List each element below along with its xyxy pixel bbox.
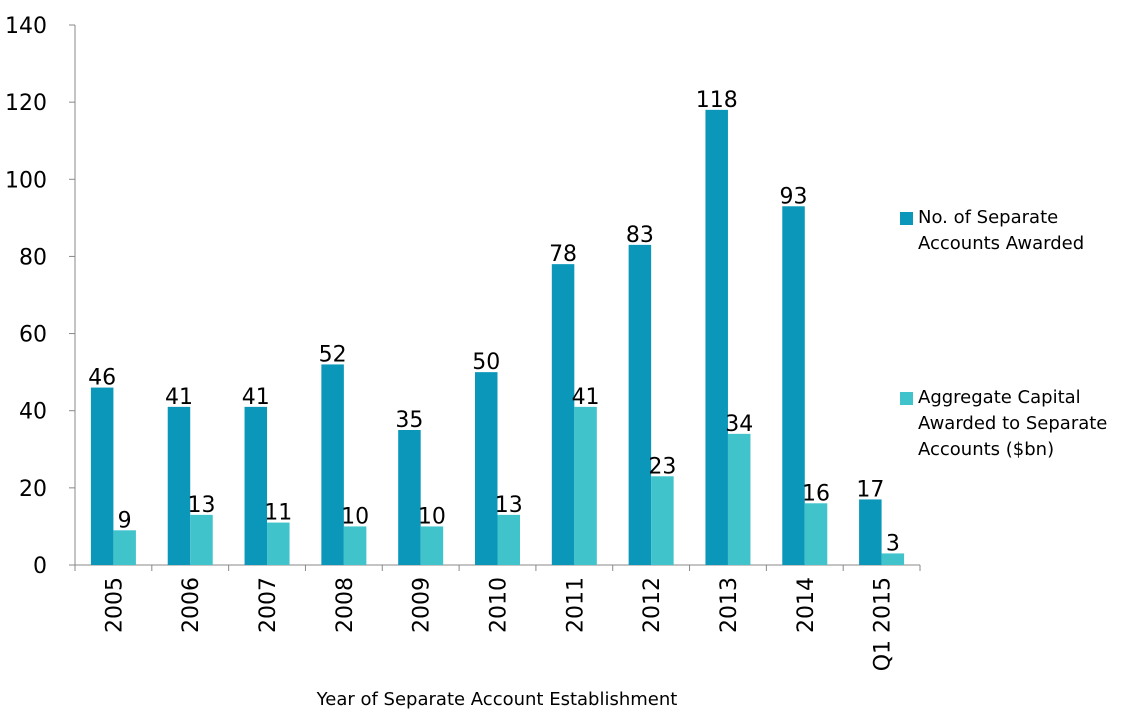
data-label: 17 xyxy=(856,477,884,502)
y-tick-label: 20 xyxy=(19,477,47,502)
x-tick-label: 2010 xyxy=(487,577,512,633)
bar xyxy=(267,522,290,565)
x-tick-label: 2006 xyxy=(179,577,204,633)
bar xyxy=(551,264,575,565)
bar xyxy=(497,514,520,565)
bar xyxy=(782,206,805,566)
data-label: 3 xyxy=(886,531,900,556)
data-label: 52 xyxy=(319,342,347,367)
x-tick-label: 2005 xyxy=(102,577,127,633)
x-tick-label: 2014 xyxy=(794,577,819,633)
bar xyxy=(574,406,597,565)
bar xyxy=(420,526,444,565)
y-tick-label: 40 xyxy=(19,400,47,425)
x-tick-label: 2009 xyxy=(410,577,435,633)
bar xyxy=(244,406,268,565)
y-tick-label: 0 xyxy=(33,554,47,579)
bar xyxy=(113,530,136,565)
data-label: 93 xyxy=(780,184,808,209)
bar xyxy=(705,109,728,565)
data-label: 10 xyxy=(341,504,369,529)
y-tick-label: 120 xyxy=(5,91,47,116)
bar xyxy=(343,526,367,565)
bar xyxy=(167,406,191,565)
legend-label: No. of Separate Accounts Awarded xyxy=(918,207,1085,254)
legend-swatch xyxy=(900,392,913,405)
data-label: 10 xyxy=(418,504,446,529)
data-label: 83 xyxy=(626,223,654,248)
data-label: 13 xyxy=(187,493,215,518)
y-tick-label: 140 xyxy=(5,14,47,39)
data-label: 34 xyxy=(725,412,753,437)
data-label: 16 xyxy=(802,481,830,506)
y-tick-label: 80 xyxy=(19,245,47,270)
data-label: 13 xyxy=(495,493,523,518)
legend-swatch xyxy=(900,212,913,225)
data-label: 118 xyxy=(696,88,738,113)
legend-label: Aggregate Capital Awarded to Separate Ac… xyxy=(918,387,1108,460)
data-label: 41 xyxy=(572,385,600,410)
x-axis-title: Year of Separate Account Establishment xyxy=(316,689,678,710)
x-tick-label: 2012 xyxy=(640,577,665,633)
data-label: 35 xyxy=(395,408,423,433)
bar xyxy=(859,499,882,565)
x-tick-label: 2013 xyxy=(717,577,742,633)
data-label: 50 xyxy=(472,350,500,375)
bar xyxy=(804,503,828,565)
data-label: 9 xyxy=(118,508,132,533)
x-tick-label: 2011 xyxy=(563,577,588,633)
bar xyxy=(628,244,652,565)
bar xyxy=(321,364,344,565)
bar xyxy=(398,430,421,565)
data-label: 78 xyxy=(549,242,577,267)
data-label: 41 xyxy=(242,385,270,410)
x-tick-label: Q1 2015 xyxy=(871,577,896,671)
y-tick-label: 100 xyxy=(5,168,47,193)
x-tick-label: 2008 xyxy=(333,577,358,633)
y-tick-label: 60 xyxy=(19,323,47,348)
bar xyxy=(475,372,498,565)
bar xyxy=(90,387,114,565)
x-tick-label: 2007 xyxy=(256,577,281,633)
data-label: 46 xyxy=(88,366,116,391)
data-label: 23 xyxy=(648,454,676,479)
data-label: 41 xyxy=(165,385,193,410)
bar xyxy=(651,476,674,565)
bar xyxy=(727,433,751,565)
bar xyxy=(881,553,905,565)
data-label: 11 xyxy=(264,501,292,526)
bar xyxy=(190,514,213,565)
